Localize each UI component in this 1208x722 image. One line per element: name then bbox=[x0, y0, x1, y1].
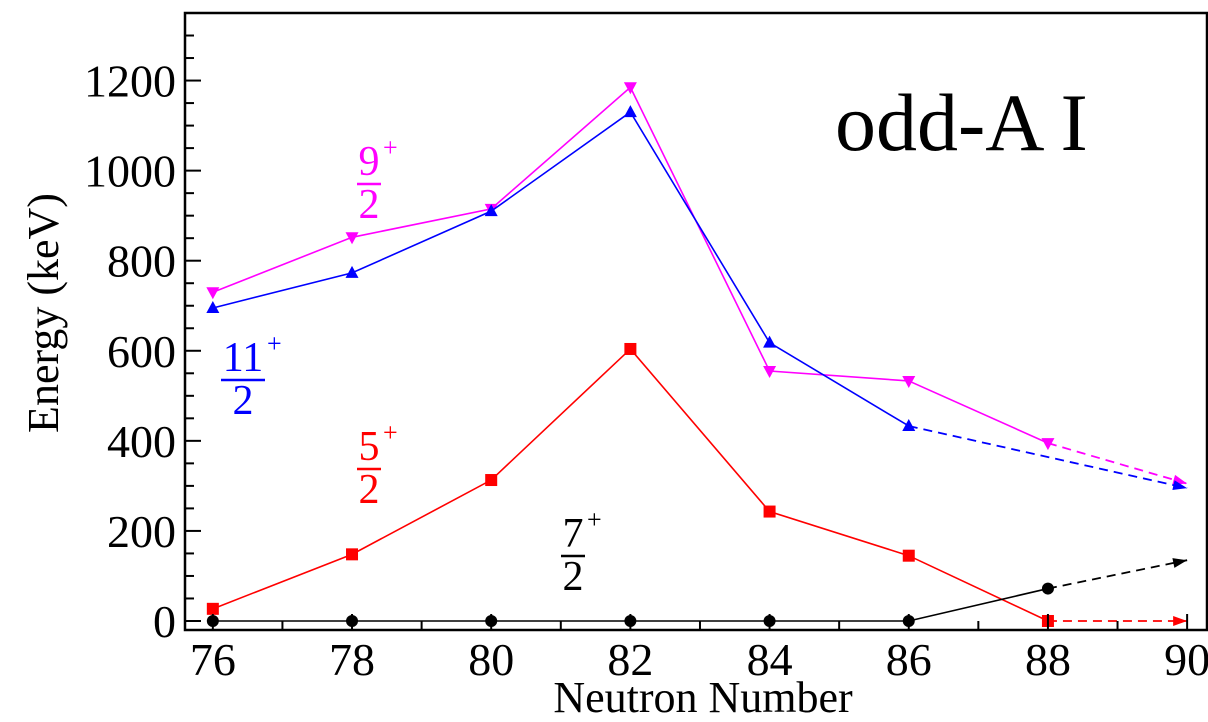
extrapolation-arrowhead bbox=[1172, 558, 1188, 568]
plot-frame bbox=[183, 11, 1208, 632]
chart-title: odd-A I bbox=[835, 77, 1088, 168]
x-tick-label: 80 bbox=[468, 634, 514, 685]
data-point bbox=[763, 366, 777, 379]
extrapolation-line bbox=[1047, 442, 1188, 485]
y-tick-label: 800 bbox=[107, 236, 176, 287]
fraction-numerator: 11 bbox=[223, 335, 263, 381]
x-tick-label: 78 bbox=[329, 634, 375, 685]
labels-layer: 76 78 80 82 84 86 88 90 0 200 400 600 800 1000 1200 bbox=[84, 56, 1208, 685]
y-tick-label: 600 bbox=[107, 326, 176, 377]
data-point bbox=[763, 505, 776, 518]
data-point bbox=[485, 474, 498, 487]
series-line bbox=[212, 347, 1049, 622]
y-tick-label: 200 bbox=[107, 506, 176, 557]
data-point bbox=[484, 204, 498, 217]
data-point bbox=[902, 418, 916, 431]
y-tick-label: 1000 bbox=[84, 146, 176, 197]
y-tick-label: 0 bbox=[153, 596, 176, 647]
fraction-numerator: 5 bbox=[359, 424, 380, 470]
fraction-superscript: + bbox=[383, 133, 398, 162]
extrapolation-line bbox=[1047, 559, 1188, 590]
data-point bbox=[902, 375, 916, 388]
fraction-denominator: 2 bbox=[359, 182, 380, 228]
y-axis-title: Energy (keV) bbox=[19, 193, 68, 433]
fraction-denominator: 2 bbox=[233, 378, 254, 424]
series-labels: 9 +211 +25 +27 +2 bbox=[221, 133, 602, 600]
series-group bbox=[206, 342, 1188, 627]
data-point bbox=[346, 548, 359, 561]
series-fraction-label: 5 +2 bbox=[357, 418, 398, 513]
extrapolation-arrowhead bbox=[1172, 480, 1188, 490]
extrapolation-line bbox=[908, 425, 1188, 490]
x-tick-label: 82 bbox=[607, 634, 653, 685]
y-tick-label: 400 bbox=[107, 416, 176, 467]
fraction-denominator: 2 bbox=[359, 467, 380, 513]
fraction-denominator: 2 bbox=[563, 554, 584, 600]
fraction-superscript: + bbox=[267, 329, 282, 358]
x-tick-label: 76 bbox=[190, 634, 236, 685]
data-point bbox=[206, 300, 220, 313]
x-tick-label: 90 bbox=[1164, 634, 1208, 685]
data-point bbox=[623, 82, 637, 95]
data-point bbox=[206, 602, 219, 615]
x-axis-title: Neutron Number bbox=[553, 673, 853, 722]
series-line bbox=[212, 110, 910, 427]
fraction-superscript: + bbox=[587, 505, 602, 534]
data-point bbox=[345, 232, 359, 245]
data-point bbox=[1041, 438, 1055, 451]
data-point bbox=[902, 549, 915, 562]
fraction-numerator: 9 bbox=[359, 139, 380, 185]
x-tick-label: 84 bbox=[747, 634, 793, 685]
fraction-superscript: + bbox=[383, 418, 398, 447]
y-tick-label: 1200 bbox=[84, 56, 176, 107]
data-point bbox=[623, 105, 637, 118]
data-point bbox=[345, 265, 359, 278]
data-point bbox=[206, 287, 220, 300]
series-fraction-label: 11 +2 bbox=[221, 329, 282, 424]
data-point bbox=[624, 342, 637, 355]
data-point bbox=[763, 335, 777, 348]
extrapolation-arrowhead bbox=[1173, 615, 1188, 626]
series-group bbox=[206, 105, 1188, 490]
x-tick-label: 88 bbox=[1025, 634, 1071, 685]
x-tick-label: 86 bbox=[886, 634, 932, 685]
series-fraction-label: 9 +2 bbox=[357, 133, 398, 228]
fraction-numerator: 7 bbox=[563, 511, 584, 557]
data-point bbox=[1041, 582, 1054, 595]
ticks-layer bbox=[185, 34, 1189, 630]
series-fraction-label: 7 +2 bbox=[561, 505, 602, 600]
